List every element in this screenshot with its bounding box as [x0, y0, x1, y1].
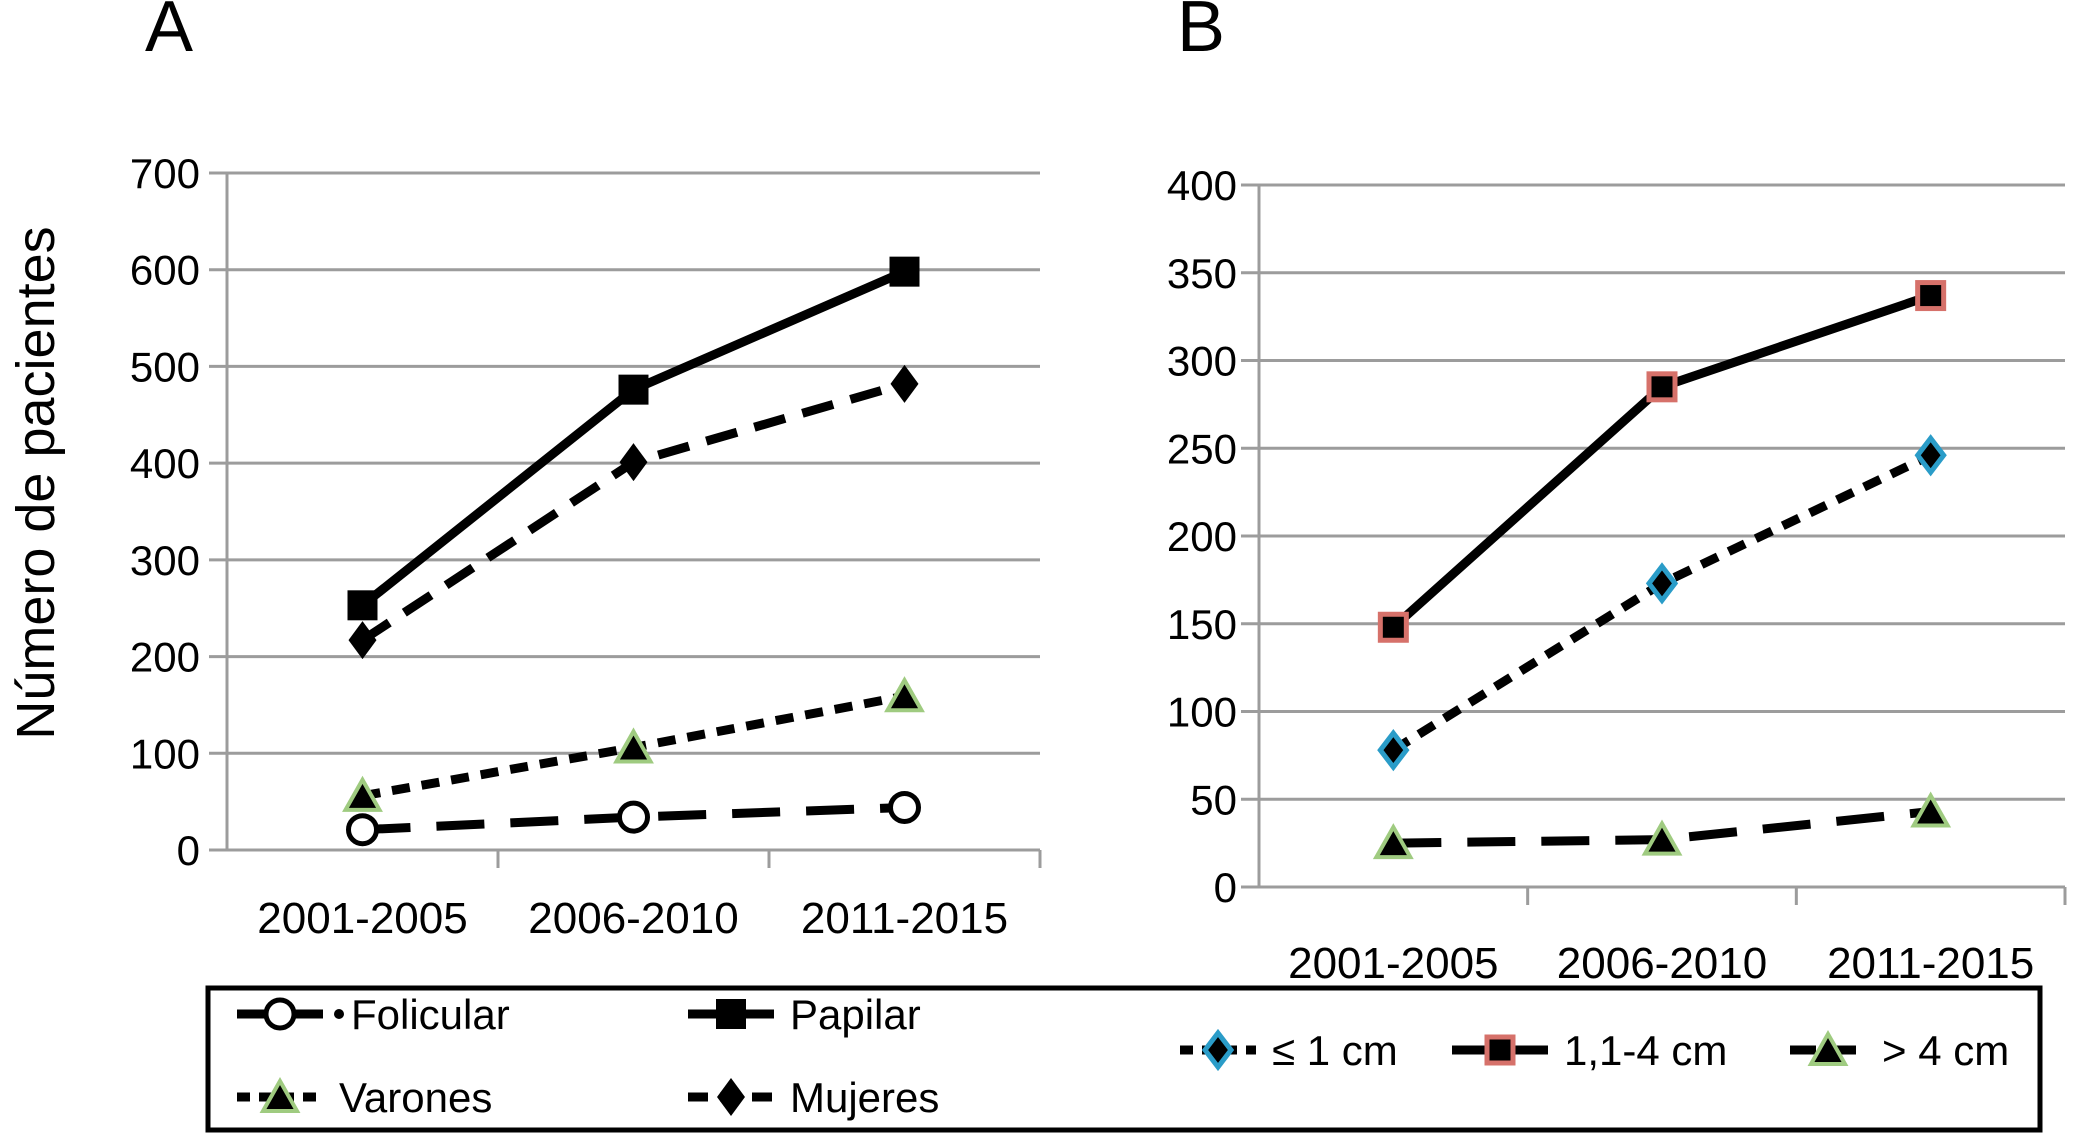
panel-b-series-4-cm-marker-0 [1372, 823, 1414, 860]
legend-entry-1-cm: ≤ 1 cm [1180, 1027, 1398, 1074]
panel-a-ytick-label-500: 500 [130, 343, 200, 390]
panel-b: 0 50 100 150 200 250 300 350 400 2001-2005 2006-20… [1167, 162, 2067, 988]
panel-b-ytick-label-300: 300 [1167, 338, 1237, 385]
panel-a-series-folicular-marker-2 [888, 790, 921, 824]
panel-b-series-1-1-4-cm-marker-2 [1915, 280, 1947, 312]
panel-a-series-varones-marker-2 [884, 676, 925, 713]
legend-entry-1-1-4-cm: 1,1-4 cm [1452, 1027, 1727, 1074]
panel-b-ytick-label-200: 200 [1167, 513, 1237, 560]
panel-a-series-mujeres-line [360, 379, 906, 644]
panel-b-ytick-label-400: 400 [1167, 162, 1237, 209]
panel-a-xcat-label-2001-2005: 2001-2005 [257, 894, 467, 943]
panel-a-series-papilar-marker-1 [618, 374, 649, 405]
panel-a-ytick-label-200: 200 [130, 634, 200, 681]
panel-b-label: B [1176, 0, 1226, 67]
panel-b-series-1-1-4-cm-marker-1 [1646, 371, 1678, 403]
legend-dash-dot [334, 1009, 344, 1019]
panel-a-ytick-label-0: 0 [177, 827, 200, 874]
legend: Folicular Papilar Varones Mujeres ≤ 1 cm 1,1-… [205, 985, 2043, 1133]
panel-a: 0 100 200 300 400 500 600 700 2001-2005 2006-2010… [130, 150, 1042, 943]
panel-b-ytick-label-50: 50 [1190, 776, 1237, 823]
panel-a-series-mujeres-marker-2 [890, 364, 919, 403]
legend-label-1-1-4-cm: 1,1-4 cm [1564, 1027, 1727, 1074]
panel-a-series-folicular-marker-0 [346, 813, 379, 847]
panel-a-ytick-label-600: 600 [130, 247, 200, 294]
panel-b-ytick-label-150: 150 [1167, 601, 1237, 648]
panel-b-xcat-label-2001-2005: 2001-2005 [1288, 939, 1498, 988]
panel-b-ytick-label-100: 100 [1167, 689, 1237, 736]
panel-a-series-varones-marker-1 [613, 727, 654, 764]
panel-a-series-papilar-marker-2 [889, 256, 920, 287]
legend-label-folicular: Folicular [351, 991, 510, 1038]
panel-b-series-1-cm-marker-1 [1645, 562, 1679, 605]
legend-label-mujeres: Mujeres [790, 1074, 939, 1121]
panel-a-series-papilar-marker-0 [347, 590, 378, 621]
legend-marker-1-1-4-cm [1484, 1034, 1516, 1066]
panel-b-series-4-cm-marker-1 [1641, 819, 1683, 856]
legend-label-4-cm: > 4 cm [1882, 1027, 2009, 1074]
panel-b-series-1-cm-marker-2 [1914, 434, 1947, 477]
legend-entry-mujeres: Mujeres [688, 1074, 939, 1121]
panel-a-series-folicular-line [362, 802, 905, 835]
panel-b-series-1-1-4-cm-marker-0 [1377, 611, 1409, 643]
legend-box [205, 985, 2043, 1133]
legend-marker-4-cm [1807, 1029, 1849, 1066]
panel-b-series-4-cm-marker-2 [1910, 791, 1952, 828]
panel-a-xcat-label-2006-2010: 2006-2010 [528, 894, 738, 943]
panel-a-ytick-label-300: 300 [130, 537, 200, 584]
panel-b-ytick-label-0: 0 [1214, 864, 1237, 911]
panel-b-xcat-label-2011-2015: 2011-2015 [1827, 939, 2034, 988]
legend-entry-4-cm: > 4 cm [1790, 1027, 2009, 1074]
panel-a-ytick-label-700: 700 [130, 150, 200, 197]
panel-a-series-mujeres-marker-1 [619, 443, 648, 482]
legend-marker-folicular [263, 997, 297, 1031]
panel-a-series-mujeres-marker-0 [348, 621, 377, 660]
legend-marker-varones [259, 1076, 301, 1113]
panel-a-ytick-label-100: 100 [130, 730, 200, 777]
legend-entry-varones: Varones [237, 1074, 492, 1121]
panel-b-ytick-label-250: 250 [1167, 425, 1237, 472]
legend-entry-folicular: Folicular [237, 991, 510, 1038]
legend-marker-papilar [716, 999, 746, 1029]
panel-a-series-folicular-marker-1 [617, 800, 650, 834]
panel-b-xcat-label-2006-2010: 2006-2010 [1557, 939, 1767, 988]
legend-marker-1-cm [1201, 1028, 1235, 1072]
panel-b-ytick-label-350: 350 [1167, 250, 1237, 297]
legend-label-papilar: Papilar [790, 991, 921, 1038]
panel-a-series-varones-marker-0 [342, 775, 383, 812]
panel-a-ytick-label-400: 400 [130, 440, 200, 487]
panel-a-xcat-label-2011-2015: 2011-2015 [801, 894, 1008, 943]
panel-b-series-1-cm-marker-0 [1377, 728, 1410, 772]
legend-label-1-cm: ≤ 1 cm [1272, 1027, 1398, 1074]
panel-a-label: A [144, 0, 194, 67]
panel-a-series-papilar-line [359, 267, 907, 609]
legend-label-varones: Varones [339, 1074, 492, 1121]
legend-entry-papilar: Papilar [688, 991, 921, 1038]
legend-marker-mujeres [717, 1078, 745, 1116]
